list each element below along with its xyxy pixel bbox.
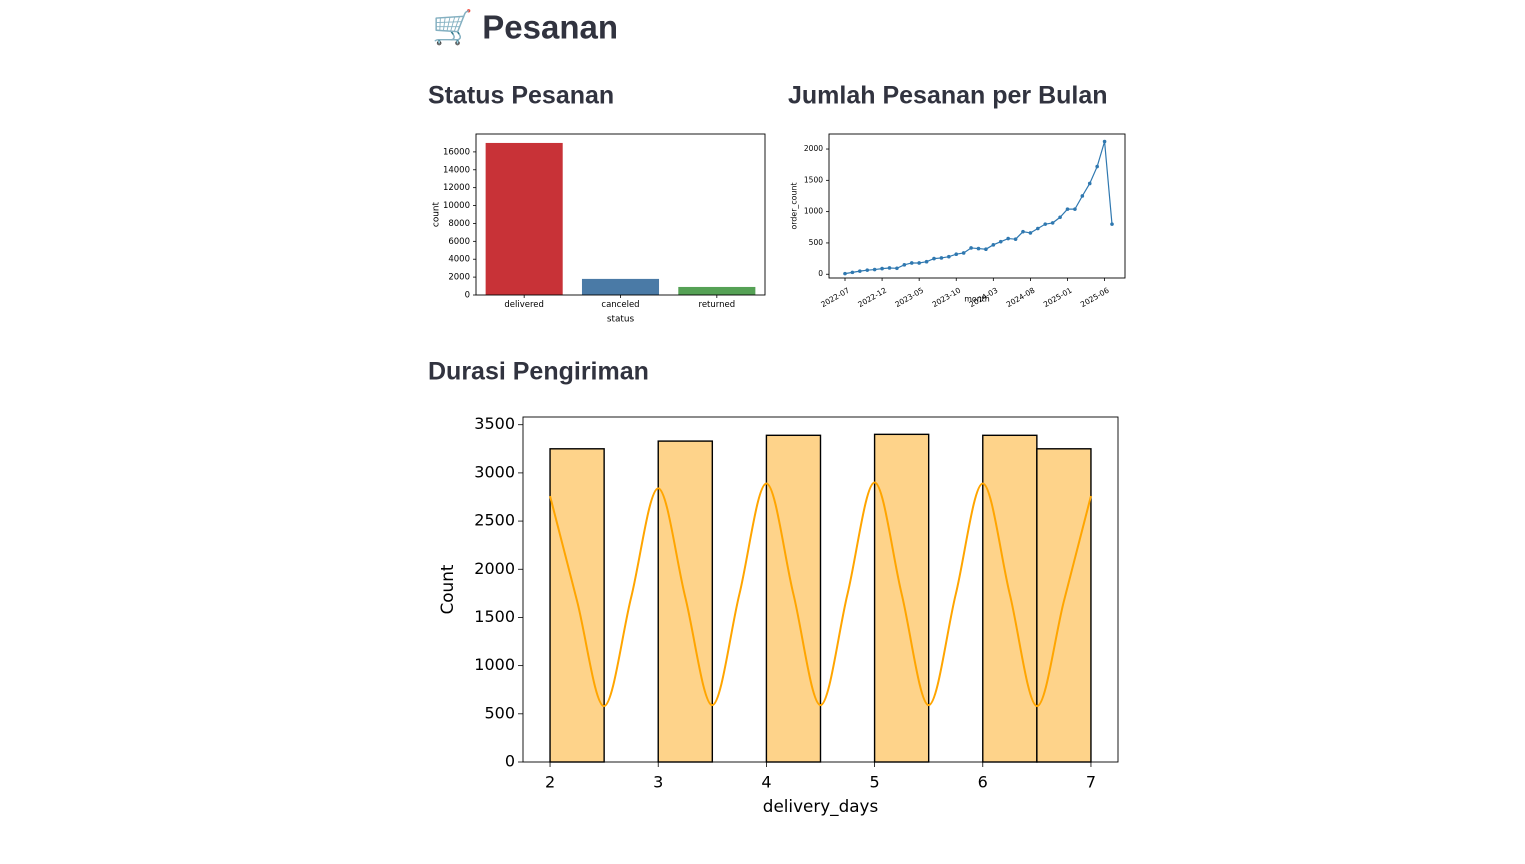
point (1110, 222, 1114, 226)
y-tick-label: 6000 (448, 237, 470, 247)
y-tick-label: 500 (484, 703, 515, 722)
point (1095, 164, 1099, 169)
y-tick-label: 3000 (474, 462, 515, 481)
point (969, 246, 973, 250)
chart-title: Status Pesanan (428, 82, 614, 110)
point (895, 266, 899, 271)
y-axis-label: order_count (789, 182, 798, 229)
point (939, 256, 944, 260)
point (924, 259, 929, 264)
y-tick-label: 8000 (448, 219, 470, 229)
y-tick-label: 0 (818, 269, 823, 278)
y-tick-label: 12000 (443, 183, 470, 193)
y-tick-label: 2000 (804, 144, 823, 153)
point (1021, 229, 1025, 234)
point (1028, 231, 1033, 235)
y-tick-label: 0 (465, 291, 470, 301)
point (991, 243, 996, 247)
x-tick-label: 2 (545, 772, 555, 791)
x-tick-label: returned (699, 300, 736, 310)
point (998, 239, 1003, 244)
x-tick-label: 5 (869, 772, 879, 791)
x-tick-label: 2023-05 (894, 286, 926, 310)
kde-line (549, 481, 1092, 708)
point (909, 261, 914, 265)
point (1036, 226, 1040, 231)
y-tick-label: 2000 (448, 273, 470, 283)
histogram-bar (1036, 448, 1092, 763)
histogram-bar (657, 440, 714, 763)
point (850, 270, 855, 275)
y-tick-label: 3500 (474, 414, 515, 433)
point (858, 269, 862, 273)
y-tick-label: 2000 (474, 559, 515, 578)
y-tick-label: 1500 (804, 175, 823, 184)
point (917, 261, 921, 265)
x-tick-label: 6 (978, 772, 988, 791)
x-tick-label: 4 (761, 772, 771, 791)
point (954, 252, 959, 257)
line-series (844, 141, 1113, 275)
point (932, 256, 936, 261)
y-tick-label: 14000 (443, 165, 470, 175)
x-tick-label: delivered (504, 300, 544, 310)
x-tick-label: 3 (653, 772, 663, 791)
x-tick-label: 2022-12 (856, 286, 888, 310)
y-tick-label: 500 (809, 238, 824, 247)
plot-frame (522, 416, 1119, 763)
point (880, 266, 884, 271)
y-axis-label: count (432, 201, 442, 227)
y-axis-label: Count (437, 564, 457, 614)
point (865, 268, 870, 272)
page-title: 🛒 Pesanan (432, 9, 618, 47)
x-tick-label: 2025-06 (1079, 286, 1111, 310)
bar (581, 278, 660, 295)
point (961, 251, 966, 255)
point (1073, 207, 1077, 211)
x-tick-label: 2025-01 (1042, 286, 1074, 310)
x-axis-label: delivery_days (763, 796, 878, 817)
x-axis-label: month (964, 295, 990, 304)
point (1087, 181, 1092, 186)
point (1102, 139, 1107, 144)
plot-frame (475, 133, 766, 296)
chart-title: Durasi Pengiriman (428, 358, 649, 386)
point (1050, 221, 1055, 225)
histogram-bar (549, 448, 605, 763)
point (976, 246, 981, 251)
x-tick-label: 2024-08 (1005, 286, 1037, 310)
point (1043, 222, 1048, 226)
x-tick-label: 2023-10 (931, 286, 963, 310)
x-tick-label: 7 (1086, 772, 1096, 791)
point (843, 271, 847, 276)
bar (678, 286, 756, 295)
x-axis-label: status (607, 314, 635, 324)
x-tick-label: canceled (601, 300, 639, 310)
point (984, 247, 988, 251)
y-tick-label: 1500 (474, 607, 515, 626)
bar (485, 142, 563, 295)
point (1080, 194, 1085, 198)
point (1065, 207, 1070, 211)
point (1058, 215, 1062, 220)
point (902, 263, 907, 267)
y-tick-label: 0 (505, 752, 515, 771)
y-tick-label: 1000 (474, 655, 515, 674)
point (887, 266, 892, 270)
y-tick-label: 2500 (474, 511, 515, 530)
chart-title: Jumlah Pesanan per Bulan (788, 82, 1108, 110)
point (1013, 237, 1018, 241)
x-tick-label: 2022-07 (819, 286, 851, 310)
point (947, 254, 951, 259)
y-tick-label: 16000 (443, 147, 470, 157)
y-tick-label: 4000 (448, 255, 470, 265)
point (872, 267, 877, 272)
point (1006, 236, 1010, 241)
y-tick-label: 10000 (443, 201, 470, 211)
y-tick-label: 1000 (804, 207, 823, 216)
plot-frame (828, 133, 1126, 279)
